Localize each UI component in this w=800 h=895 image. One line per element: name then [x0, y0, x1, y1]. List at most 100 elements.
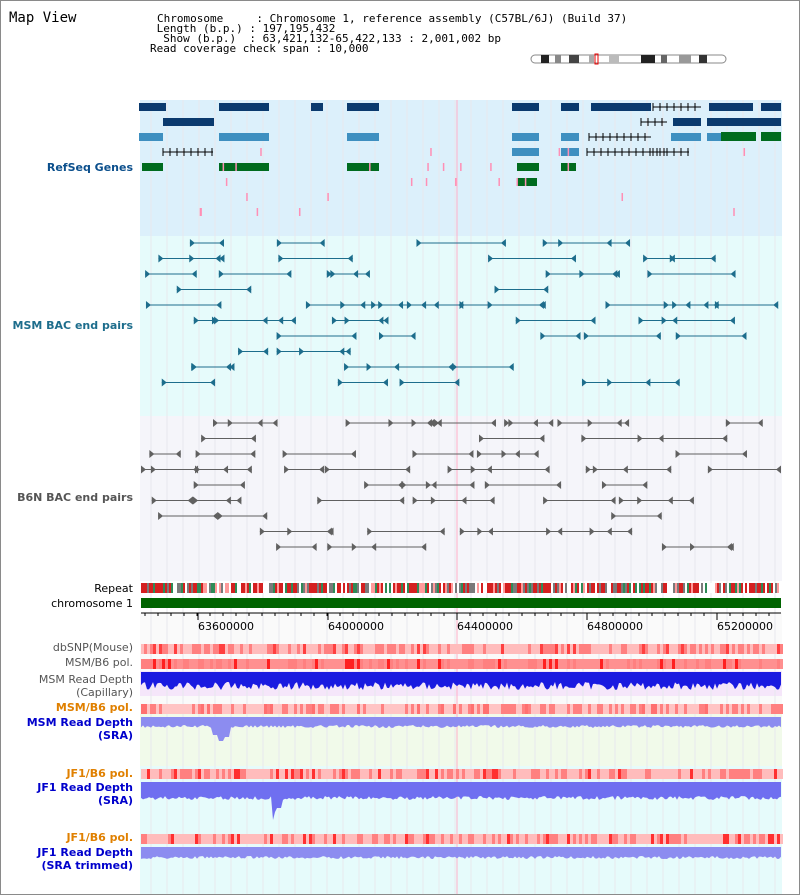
msm-b6-pol2-heat — [465, 704, 468, 714]
dbsnp-heat — [762, 644, 765, 654]
repeat-feature — [335, 583, 337, 593]
msm-b6-pol-heat — [390, 659, 393, 669]
msm-b6-pol2-heat — [609, 704, 612, 714]
repeat-feature — [503, 583, 505, 593]
msm-b6-pol2-heat — [750, 704, 753, 714]
msm-b6-pol2-heat — [315, 704, 318, 714]
repeat-feature — [737, 583, 739, 593]
dbsnp-heat — [147, 644, 150, 654]
repeat-feature — [589, 583, 591, 593]
msm-b6-pol2-heat — [705, 704, 708, 714]
jf1-b6-pol2-heat — [288, 834, 291, 844]
msm-b6-pol2-heat — [267, 704, 270, 714]
jf1-b6-pol-heat — [207, 769, 210, 779]
repeat-feature — [559, 583, 561, 593]
msm-b6-pol2-heat — [369, 704, 372, 714]
bac-end-marker — [546, 527, 552, 536]
bac-end-marker — [150, 465, 156, 474]
jf1-b6-pol2-heat — [393, 834, 396, 844]
jf1-b6-pol-heat — [684, 769, 687, 779]
chromosome-ideogram[interactable] — [529, 53, 729, 65]
bac-end-marker — [382, 378, 388, 387]
repeat-feature — [667, 583, 669, 593]
bac-end-marker — [284, 465, 290, 474]
dbsnp-heat — [213, 644, 216, 654]
dbsnp-heat — [312, 644, 315, 654]
jf1-b6-pol-heat — [678, 769, 681, 779]
repeat-feature — [735, 583, 737, 593]
msm-b6-pol-heat — [342, 659, 345, 669]
jf1-b6-pol2-heat — [765, 834, 768, 844]
bac-end-marker — [714, 301, 720, 309]
bac-end-marker — [624, 419, 630, 427]
bac-end-marker — [544, 465, 550, 474]
jf1-b6-pol-heat — [402, 769, 405, 779]
repeat-feature — [419, 583, 421, 593]
jf1-b6-pol-heat — [291, 769, 294, 779]
dbsnp-heat — [732, 644, 735, 654]
msm-b6-pol-label: MSM/B6 pol. — [65, 656, 133, 669]
bac-end-marker — [340, 301, 346, 309]
msm-b6-pol-heat — [216, 659, 219, 669]
jf1-b6-pol2-heat — [633, 834, 636, 844]
jf1-b6-pol-heat — [483, 769, 486, 779]
dbsnp-heat — [489, 644, 492, 654]
repeat-feature — [711, 583, 713, 593]
msm-b6-pol2-heat — [228, 704, 231, 714]
bac-end-marker — [344, 316, 350, 325]
gene-exon — [561, 148, 579, 156]
jf1-b6-pol-heat — [507, 769, 510, 779]
msm-b6-pol-heat — [675, 659, 678, 669]
msm-b6-pol2-heat — [249, 704, 252, 714]
repeat-feature — [193, 583, 195, 593]
msm-b6-pol-heat — [465, 659, 468, 669]
jf1-b6-pol2-label: JF1/B6 pol. — [66, 831, 133, 844]
bac-end-marker — [141, 465, 147, 474]
jf1-b6-pol-heat — [351, 769, 354, 779]
repeat-feature — [751, 583, 753, 593]
repeat-feature — [205, 583, 207, 593]
b6n-bac-track-label[interactable]: B6N BAC end pairs — [17, 491, 133, 504]
dbsnp-heat — [621, 644, 624, 654]
jf1-b6-pol-heat — [774, 769, 777, 779]
jf1-b6-pol-heat — [648, 769, 651, 779]
repeat-feature — [143, 583, 145, 593]
est-marker — [733, 208, 735, 216]
msm-bac-track-label[interactable]: MSM BAC end pairs — [12, 319, 133, 332]
jf1-b6-pol-heat — [198, 769, 201, 779]
msm-b6-pol2-heat — [585, 704, 588, 714]
jf1-b6-pol2-heat — [273, 834, 276, 844]
jf1-b6-pol-heat — [369, 769, 372, 779]
repeat-feature — [731, 583, 733, 593]
refseq-track-label[interactable]: RefSeq Genes — [46, 161, 133, 174]
dbsnp-heat — [342, 644, 345, 654]
jf1-b6-pol2-heat — [183, 834, 186, 844]
jf1-b6-pol2-heat — [513, 834, 516, 844]
jf1-b6-pol2-heat — [261, 834, 264, 844]
jf1-b6-pol2-heat — [543, 834, 546, 844]
msm-b6-pol-heat — [420, 659, 423, 669]
bac-end-marker — [661, 316, 667, 325]
jf1-b6-pol2-heat — [624, 834, 627, 844]
msm-b6-pol-heat — [411, 659, 414, 669]
msm-b6-pol-heat — [516, 659, 519, 669]
repeat-feature — [681, 583, 683, 593]
bac-end-marker — [515, 316, 521, 325]
dbsnp-heat — [438, 644, 441, 654]
msm-b6-pol-heat — [180, 659, 183, 669]
dbsnp-heat — [291, 644, 294, 654]
bac-end-marker — [410, 332, 416, 340]
repeat-feature — [683, 583, 685, 593]
dbsnp-heat — [279, 644, 282, 654]
info-length: Length (b.p.) : 197,195,432 — [150, 22, 336, 35]
msm-b6-pol2-heat — [264, 704, 267, 714]
jf1-b6-pol-heat — [645, 769, 648, 779]
msm-b6-pol-heat — [312, 659, 315, 669]
repeat-feature — [425, 583, 427, 593]
dbsnp-heat — [534, 644, 537, 654]
jf1-b6-pol2-heat — [351, 834, 354, 844]
msm-b6-pol2-heat — [687, 704, 690, 714]
jf1-b6-pol-heat — [561, 769, 564, 779]
repeat-feature — [655, 583, 657, 593]
